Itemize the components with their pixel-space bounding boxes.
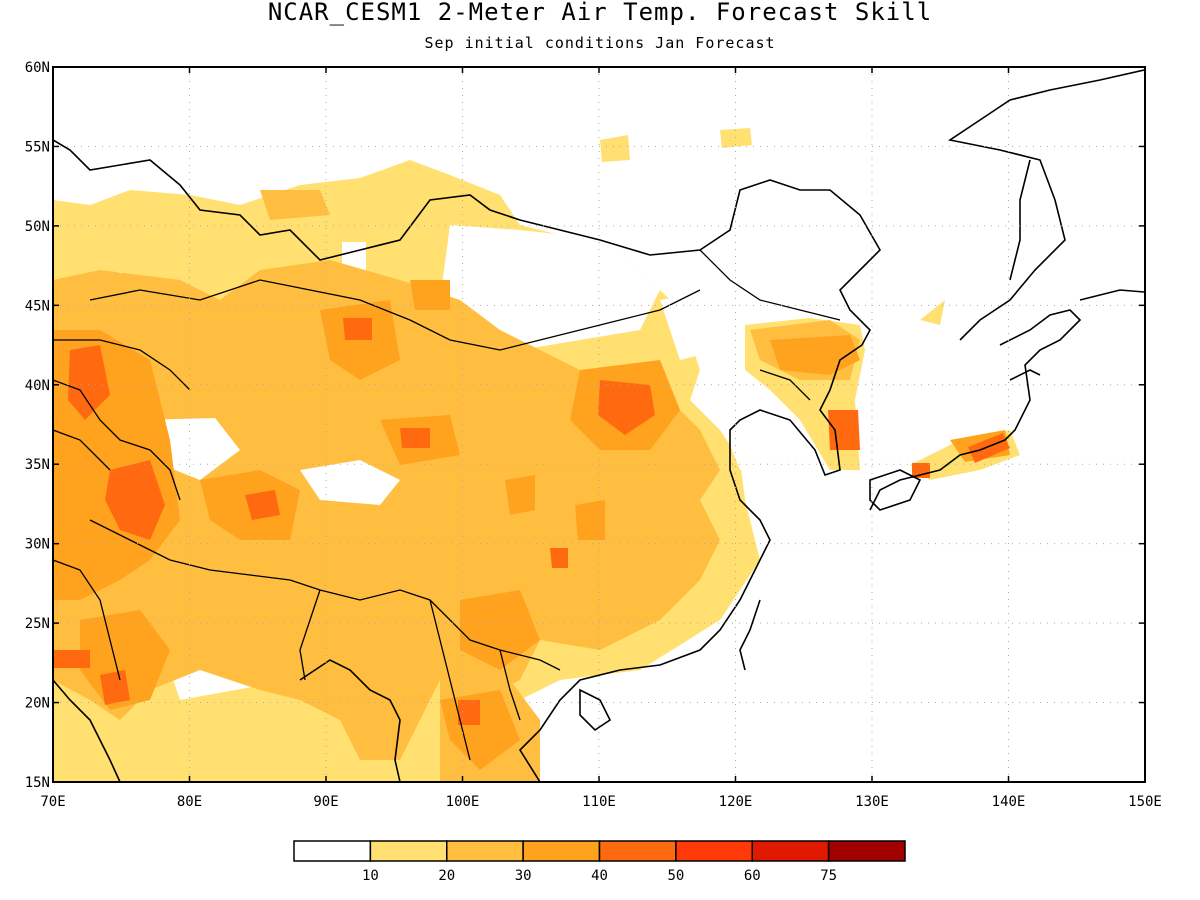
lon-tick-label: 90E: [313, 794, 338, 810]
lat-tick-label: 20N: [25, 696, 50, 712]
lon-tick-label: 150E: [1128, 794, 1162, 810]
lon-tick-label: 130E: [855, 794, 889, 810]
lat-tick-label: 35N: [25, 457, 50, 473]
map-title: NCAR_CESM1 2-Meter Air Temp. Forecast Sk…: [267, 0, 933, 26]
colorbar-label: 10: [362, 868, 379, 884]
coastlines: [53, 69, 1145, 782]
country-borders: [53, 249, 841, 761]
map-subtitle: Sep initial conditions Jan Forecast: [424, 34, 776, 52]
lat-tick-label: 50N: [25, 219, 50, 235]
axis-ticks: 70E 80E 90E 100E 110E 120E 130E 140E 150E 15N 20N 2…: [25, 60, 1162, 810]
colorbar-swatch: [369, 840, 448, 862]
colorbar-swatch: [827, 840, 906, 862]
lon-tick-label: 110E: [582, 794, 616, 810]
lon-tick-label: 100E: [446, 794, 480, 810]
lat-tick-label: 15N: [25, 775, 50, 791]
lat-tick-label: 45N: [25, 298, 50, 314]
lat-tick-label: 60N: [25, 60, 50, 76]
colorbar-label: 20: [438, 868, 455, 884]
lon-tick-label: 70E: [40, 794, 65, 810]
skill-shading: [53, 128, 1020, 782]
colorbar-label: 50: [667, 868, 684, 884]
colorbar-label: 30: [515, 868, 532, 884]
grid-lines: [53, 67, 1145, 782]
colorbar-label: 75: [820, 868, 837, 884]
lon-tick-label: 80E: [177, 794, 202, 810]
colorbar-swatch: [675, 840, 753, 862]
colorbar-swatch: [293, 840, 372, 862]
colorbar-swatch: [751, 840, 830, 862]
colorbar: 10 20 30 40 50 60 75: [293, 840, 906, 884]
lat-tick-label: 25N: [25, 616, 50, 632]
colorbar-swatch: [446, 840, 524, 862]
lon-tick-label: 140E: [992, 794, 1026, 810]
colorbar-label: 60: [744, 868, 761, 884]
lon-tick-label: 120E: [719, 794, 753, 810]
colorbar-label: 40: [591, 868, 608, 884]
colorbar-swatch: [522, 840, 601, 862]
lat-tick-label: 30N: [25, 537, 50, 553]
lat-tick-label: 40N: [25, 378, 50, 394]
lat-tick-label: 55N: [25, 139, 50, 155]
colorbar-swatch: [598, 840, 677, 862]
